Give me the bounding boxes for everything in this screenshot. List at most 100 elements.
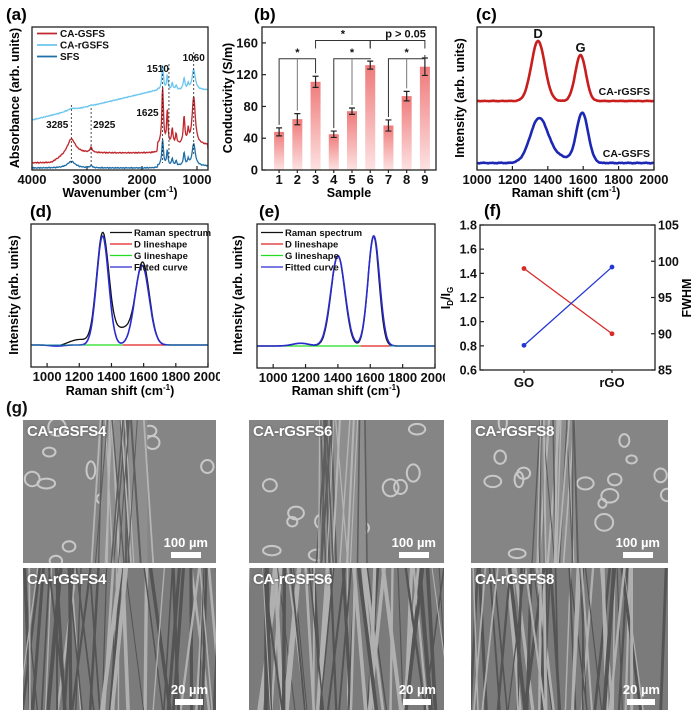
panel-label: (e) — [259, 202, 280, 221]
error-bar — [367, 60, 374, 70]
peak-label-g: G — [575, 40, 585, 55]
scale-bar-label: 100 µm — [615, 535, 660, 550]
fiber-strand — [99, 568, 123, 710]
substrate-pore — [493, 449, 507, 465]
x-axis-label: Sample — [327, 186, 372, 200]
substrate-pore — [594, 513, 615, 532]
y-right-tick-label: 85 — [658, 364, 672, 378]
fiber-strand — [46, 568, 63, 710]
annotation-label: 1510 — [147, 64, 170, 75]
y-tick-label: 0 — [251, 163, 258, 178]
fiber-strand — [88, 568, 101, 710]
fiber-strand — [542, 568, 548, 710]
fiber-strand — [473, 568, 487, 710]
series-line-id-ig — [523, 267, 613, 335]
fiber-strand — [63, 568, 74, 710]
substrate-pore — [618, 433, 631, 448]
fiber-strand — [124, 420, 135, 563]
fiber-strand — [166, 568, 181, 710]
panel-d-chart: (d) 1000 1200 1400 1600 1800 2000 Raman spectr… — [7, 202, 220, 398]
y-tick-label: 160 — [236, 35, 258, 50]
substrate-pore — [625, 454, 638, 465]
fiber-strand — [325, 420, 334, 563]
series-line-ca-gsfs — [31, 87, 209, 165]
fiber-strand — [71, 568, 92, 710]
scale-bar: 100 µm — [616, 535, 660, 558]
sem-image: CA-rGSFS6 20 µm — [249, 568, 444, 710]
sem-image-title: CA-rGSFS6 — [253, 423, 332, 440]
x-tick-label: GO — [514, 375, 534, 390]
y-left-tick-label: 0.8 — [460, 339, 477, 353]
fiber-strand — [608, 568, 626, 710]
fiber-strand — [471, 568, 480, 710]
fiber-strand — [568, 568, 588, 710]
substrate-pore — [41, 446, 57, 458]
x-tick-label: 2000 — [128, 172, 157, 187]
substrate-pore — [407, 422, 427, 436]
scale-bar: 20 µm — [171, 682, 208, 705]
panel-f-chart: (f) 0.6 0.8 1.0 1.2 1.4 1.6 1.8 85 90 95 100 105 GO r… — [440, 201, 694, 390]
data-point — [609, 264, 615, 270]
fiber-strand — [481, 568, 499, 710]
fiber-strand — [580, 568, 593, 710]
sem-micrograph — [23, 420, 216, 563]
fiber-strand — [148, 568, 172, 710]
fiber-strand — [315, 568, 330, 710]
fiber-strand — [538, 568, 543, 710]
fiber-strand — [143, 568, 149, 710]
x-tick-label: 1600 — [356, 370, 385, 385]
x-tick-label: 7 — [385, 172, 392, 187]
substrate-pore — [607, 472, 623, 487]
fiber-strand — [659, 568, 668, 710]
significance-label: * — [341, 29, 346, 41]
fiber-strand — [199, 568, 213, 710]
legend-label: Raman spectrum — [134, 228, 211, 239]
x-tick-label: 3 — [312, 172, 319, 187]
scale-bar-label: 20 µm — [622, 682, 660, 697]
peak-label-d: D — [533, 26, 542, 41]
y-axis-label: Intensity (arb. units) — [7, 235, 21, 354]
x-tick-label: 1 — [275, 172, 282, 187]
scale-bar: 100 µm — [164, 535, 208, 558]
sem-image: CA-rGSFS6 100 µm — [249, 420, 444, 563]
data-point — [521, 266, 527, 271]
significance-bracket — [315, 40, 371, 49]
fiber-strand — [320, 420, 327, 563]
fiber-strand — [265, 568, 273, 710]
fiber-strand — [356, 420, 361, 563]
fiber-strand — [542, 420, 547, 563]
fiber-strand — [584, 568, 603, 710]
fiber-strand — [282, 568, 301, 710]
substrate-pore — [405, 463, 421, 483]
error-bar — [403, 90, 410, 102]
y-right-tick-label: 105 — [658, 219, 679, 233]
fiber-strand — [94, 420, 108, 563]
legend-label: D lineshape — [285, 240, 338, 251]
x-tick-label: 1800 — [388, 370, 417, 385]
legend-label: CA-GSFS — [60, 29, 105, 40]
fiber-strand — [163, 568, 174, 710]
x-axis-label: Raman shift (cm-1) — [66, 383, 175, 398]
substrate-pore — [85, 460, 97, 480]
legend-label: Fitted curve — [134, 263, 188, 274]
sem-micrograph — [471, 568, 668, 710]
annotation-label: 1060 — [183, 53, 206, 64]
fiber-strand — [472, 568, 479, 710]
fiber-strand — [273, 568, 284, 710]
fiber-strand — [304, 568, 316, 710]
sem-micrograph — [23, 568, 216, 710]
series-line-ca-rgsfs — [477, 39, 654, 103]
plot-frame — [479, 224, 656, 371]
data-point — [521, 342, 527, 348]
x-tick-label: rGO — [599, 375, 624, 390]
substrate-pore — [23, 470, 41, 488]
bar — [365, 65, 376, 170]
fiber-strand — [281, 568, 287, 710]
significance-bracket — [369, 40, 426, 49]
fiber-strand — [624, 568, 632, 710]
y-left-tick-label: 0.6 — [460, 364, 477, 378]
panel-g-label: (g) — [6, 398, 28, 417]
y-axis-label: Absorbance (arb. units) — [8, 28, 22, 168]
panel-a-chart: (a) 4000 3000 2000 1000 3285 2925 1625 1510 1060… — [6, 5, 211, 200]
fiber-strand — [339, 420, 351, 563]
